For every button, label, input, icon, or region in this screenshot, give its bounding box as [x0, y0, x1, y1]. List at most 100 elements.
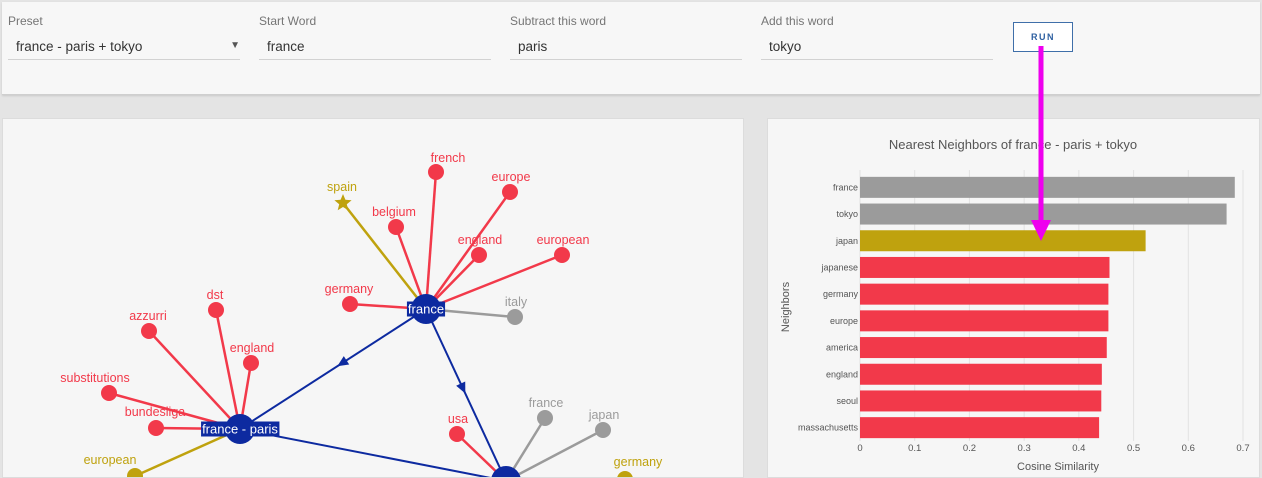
y-tick-labels: france tokyo japan japanese germany europe ame…	[798, 182, 859, 432]
node-circle	[141, 323, 157, 339]
node-circle	[148, 420, 164, 436]
graph-node[interactable]: france	[529, 396, 564, 426]
graph-node[interactable]: azzurri	[129, 309, 167, 339]
graph-node[interactable]: dst	[207, 288, 224, 318]
hub-link-0	[239, 308, 427, 430]
link-arrowhead	[337, 356, 350, 367]
graph-hub[interactable]: france - paris	[201, 414, 280, 444]
hub-label: france - paris	[202, 422, 278, 437]
graph-edge-dst	[214, 309, 242, 430]
x-tick-label: 0	[857, 443, 862, 454]
node-circle	[554, 247, 570, 263]
graph-node[interactable]: europe	[492, 170, 531, 200]
hub-circle	[491, 466, 521, 477]
node-label: japan	[588, 408, 620, 422]
y-tick-label: europe	[830, 316, 858, 326]
graph-node[interactable]: european	[537, 233, 590, 263]
graph-edge-european	[134, 427, 241, 477]
node-circle	[502, 184, 518, 200]
start-word-input[interactable]: france	[267, 39, 305, 54]
dropdown-caret-icon[interactable]: ▼	[230, 40, 240, 51]
node-circle	[388, 219, 404, 235]
bar-england	[860, 363, 1102, 385]
graph-node[interactable]: japan	[588, 408, 620, 438]
node-label: england	[230, 341, 275, 355]
graph-edge-french	[424, 171, 438, 310]
add-word-underline	[761, 59, 993, 60]
bars	[860, 176, 1235, 439]
y-tick-label: england	[826, 369, 858, 379]
neighbors-chart-panel: Nearest Neighbors of france - paris + to…	[767, 118, 1260, 478]
graph-node[interactable]: england	[458, 233, 503, 263]
graph-edge-azzurri	[148, 330, 241, 430]
subtract-word-underline	[510, 59, 742, 60]
subtract-word-input[interactable]: paris	[518, 39, 548, 54]
node-label: england	[458, 233, 503, 247]
start-word-label: Start Word	[259, 14, 317, 28]
y-tick-label: massachusetts	[798, 423, 859, 433]
x-tick-label: 0.3	[1018, 443, 1031, 454]
x-axis-label: Cosine Similarity	[1017, 461, 1099, 473]
graph-node[interactable]: european	[84, 453, 143, 478]
preset-value[interactable]: france - paris + tokyo	[16, 39, 143, 54]
graph-node[interactable]: usa	[448, 412, 468, 442]
graph-node[interactable]: italy	[505, 295, 528, 325]
hub-label-bg	[201, 421, 280, 437]
graph-node[interactable]: substitutions	[60, 371, 130, 401]
add-word-label: Add this word	[761, 14, 834, 28]
node-label: germany	[325, 282, 374, 296]
neighbors-bar-chart: Nearest Neighbors of france - paris + to…	[780, 137, 1250, 473]
node-label: european	[84, 453, 137, 467]
subtract-word-field[interactable]: Subtract this word paris	[510, 12, 742, 60]
run-button[interactable]: RUN	[1013, 22, 1073, 52]
node-label: european	[537, 233, 590, 247]
graph-node[interactable]: germany	[614, 455, 663, 478]
graph-edge-japan	[510, 428, 604, 477]
word-graph[interactable]: french europe spain belgium england european g…	[3, 119, 744, 478]
node-circle	[617, 471, 633, 477]
hub-link-2	[239, 428, 491, 477]
graph-node[interactable]: french	[428, 151, 465, 180]
y-tick-label: seoul	[836, 396, 858, 406]
node-circle	[127, 468, 143, 477]
node-circle	[342, 296, 358, 312]
add-word-field[interactable]: Add this word tokyo	[761, 12, 993, 60]
start-word-underline	[259, 59, 491, 60]
node-circle	[537, 410, 553, 426]
node-label: europe	[492, 170, 531, 184]
node-label: spain	[327, 180, 357, 194]
graph-hub[interactable]: france	[406, 294, 446, 324]
node-circle	[101, 385, 117, 401]
graph-edges	[108, 171, 604, 477]
node-label: dst	[207, 288, 224, 302]
y-tick-label: america	[826, 343, 858, 353]
node-label: italy	[505, 295, 528, 309]
x-tick-label: 0.2	[963, 443, 976, 454]
preset-select[interactable]: Preset france - paris + tokyo ▼	[8, 12, 240, 60]
x-tick-label: 0.4	[1072, 443, 1085, 454]
graph-node[interactable]: spain	[327, 180, 357, 211]
graph-edge-european	[425, 253, 563, 311]
graph-node[interactable]: belgium	[372, 205, 416, 235]
node-label: usa	[448, 412, 468, 426]
start-word-field[interactable]: Start Word france	[259, 12, 491, 60]
bar-france	[860, 176, 1235, 198]
x-tick-label: 0.1	[908, 443, 921, 454]
bar-germany	[860, 283, 1109, 305]
add-word-input[interactable]: tokyo	[769, 39, 802, 54]
graph-node[interactable]: germany	[325, 282, 374, 312]
node-circle	[208, 302, 224, 318]
graph-node[interactable]: bundesliga	[125, 405, 186, 436]
node-label: french	[431, 151, 466, 165]
bar-massachusetts	[860, 417, 1100, 439]
node-circle	[595, 422, 611, 438]
controls-bar: Preset france - paris + tokyo ▼ Start Wo…	[2, 2, 1260, 95]
graph-node[interactable]: england	[230, 341, 275, 371]
y-tick-label: tokyo	[836, 209, 858, 219]
graph-hub[interactable]	[491, 466, 521, 478]
graph-edge-spain	[342, 202, 427, 310]
node-label: belgium	[372, 205, 416, 219]
y-tick-label: france	[833, 182, 858, 192]
bar-tokyo	[860, 203, 1227, 225]
node-circle	[507, 309, 523, 325]
